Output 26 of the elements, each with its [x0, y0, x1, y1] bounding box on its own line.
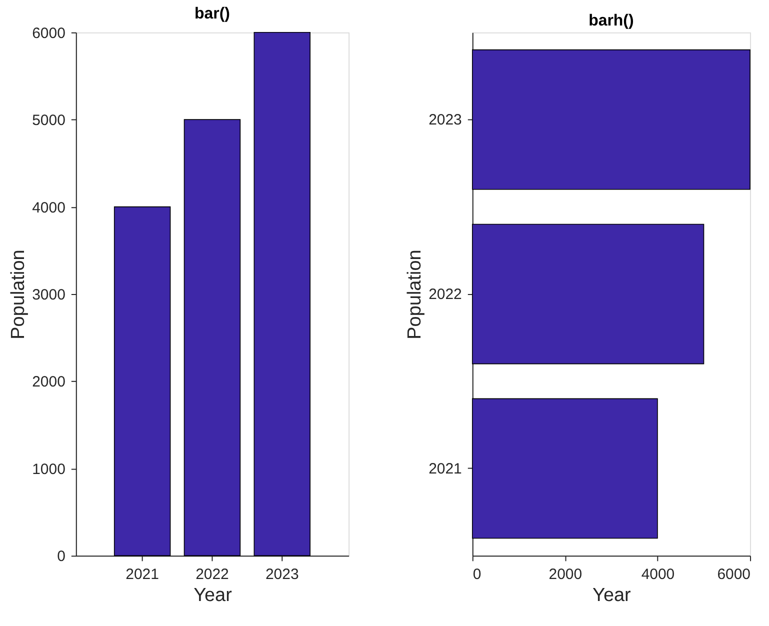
y-tick-label: 6000: [32, 24, 66, 42]
x-tick-label: 2021: [126, 566, 159, 584]
x-tick-label: 2023: [265, 566, 299, 584]
x-tick-label: 6000: [717, 566, 751, 584]
y-tick-label: 5000: [32, 112, 66, 130]
x-tick-label: 0: [472, 566, 482, 584]
x-tick-label: 2000: [548, 566, 582, 584]
x-tick-label: 2022: [196, 566, 229, 584]
y-tick-label: 3000: [32, 286, 66, 304]
chart-title: bar(): [194, 5, 230, 22]
y-axis-title: Population: [404, 250, 426, 340]
y-tick-label: 1000: [32, 460, 66, 478]
y-tick-label: 2021: [428, 460, 462, 478]
x-tick-label: 4000: [641, 566, 675, 584]
bar: [184, 119, 241, 556]
y-axis-title: Population: [8, 250, 30, 340]
y-tick-label: 4000: [32, 199, 66, 216]
y-tick-label: 2022: [428, 286, 462, 304]
x-axis-title: Year: [592, 585, 631, 606]
bar: [254, 32, 310, 556]
y-tick-label: 2000: [32, 374, 66, 391]
bar: [114, 206, 171, 556]
chart-title: barh(): [588, 12, 634, 30]
y-tick-label: 0: [57, 548, 66, 566]
x-axis-title: Year: [194, 585, 232, 606]
y-tick-label: 2023: [428, 112, 462, 129]
